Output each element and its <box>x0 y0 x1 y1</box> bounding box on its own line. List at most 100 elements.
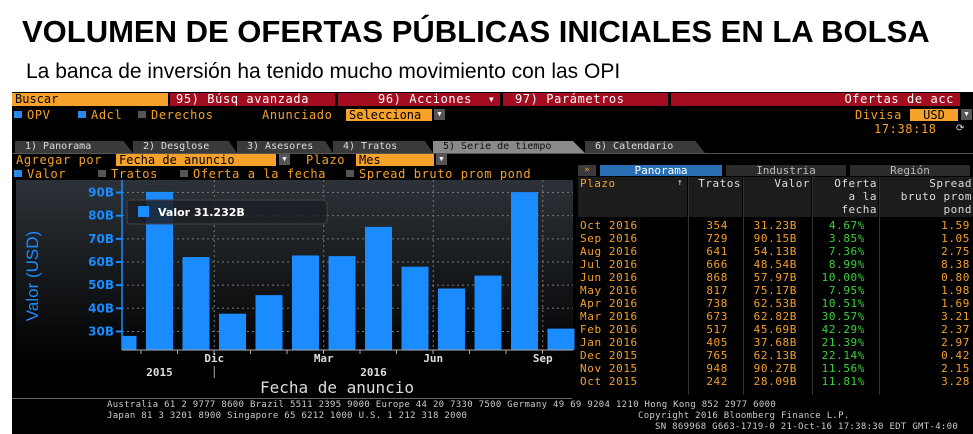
header-label: Oferta a la fecha <box>834 177 877 216</box>
table-cell: 673 <box>706 310 728 323</box>
toggle-spread[interactable]: Spread bruto prom pond <box>346 168 531 180</box>
announced-select[interactable]: Selecciona <box>346 109 432 121</box>
table-cell: 54.13B <box>753 245 797 258</box>
checkbox-checked-icon <box>14 111 22 118</box>
column-header-oferta[interactable]: Oferta a la fecha <box>813 177 878 217</box>
table-cell: 517 <box>706 323 728 336</box>
table-row[interactable]: Jun 2016 868 57.97B 10.00% 0.80 <box>578 271 973 284</box>
table-cell: 868 <box>706 271 728 284</box>
table-row[interactable]: Feb 2016 517 45.69B 42.29% 2.37 <box>578 323 973 336</box>
refresh-icon[interactable]: ⟳ <box>956 123 965 134</box>
tab-calendario[interactable]: 6) Calendario <box>585 141 705 153</box>
table-row[interactable]: Sep 2016 729 90.15B 3.85% 1.05 <box>578 232 973 245</box>
table-row[interactable]: May 2016 817 75.17B 7.95% 1.98 <box>578 284 973 297</box>
table-cell: Oct 2016 <box>580 219 638 232</box>
table-cell: 62.13B <box>753 349 797 362</box>
table-row[interactable]: Apr 2016 738 62.53B 10.51% 1.69 <box>578 297 973 310</box>
currency-select[interactable]: USD <box>910 109 958 121</box>
parameters-button[interactable]: 97) Parámetros <box>503 93 668 106</box>
chevron-down-icon[interactable]: ▼ <box>961 109 972 120</box>
bar-chart: 30B 40B 50B 60B 70B 80B 90B Dic Mar Jun Sep 2015 201… <box>16 180 575 397</box>
panel-tab-panorama[interactable]: Panorama <box>600 165 722 176</box>
legend-value: 31.232B <box>194 206 245 219</box>
x-tick-label: Mar <box>314 352 334 365</box>
toggle-oferta[interactable]: Oferta a la fecha <box>180 168 326 180</box>
panel-toggle-button[interactable]: » <box>578 165 596 176</box>
tab-tratos[interactable]: 4) Tratos <box>333 141 433 153</box>
toggle-label: Oferta a la fecha <box>193 167 327 181</box>
table-row[interactable]: Jan 2016 405 37.68B 21.39% 2.97 <box>578 336 973 349</box>
header-label: Tratos <box>698 177 741 190</box>
year-label: 2015 <box>146 366 173 379</box>
actions-label: 96) Acciones <box>378 92 472 106</box>
bar-apr-2016[interactable] <box>328 256 356 350</box>
y-tick-label: 70B <box>88 232 114 246</box>
toggle-valor[interactable]: Valor <box>14 168 66 180</box>
table-row[interactable]: Jul 2016 666 48.54B 8.99% 8.38 <box>578 258 973 271</box>
table-row[interactable]: Oct 2016 354 31.23B 4.67% 1.59 <box>578 219 973 232</box>
bar-oct-2015[interactable] <box>122 335 137 350</box>
bar-feb-2016[interactable] <box>255 295 283 350</box>
column-divider <box>743 177 744 395</box>
bar-aug-2016[interactable] <box>474 275 502 350</box>
tab-panorama[interactable]: 1) Panorama <box>15 141 133 153</box>
table-cell: 11.81% <box>821 375 865 388</box>
search-input[interactable]: Buscar <box>12 93 168 106</box>
table-cell: Jan 2016 <box>580 336 638 349</box>
table-cell: Aug 2016 <box>580 245 638 258</box>
panel-tab-region[interactable]: Región <box>850 165 970 176</box>
legend-swatch <box>138 206 149 217</box>
advanced-search-button[interactable]: 95) Búsq avanzada <box>170 93 335 106</box>
chevron-down-icon[interactable]: ▼ <box>436 154 447 165</box>
header-label: Valor <box>774 177 810 190</box>
tab-asesores[interactable]: 3) Asesores <box>237 141 333 153</box>
table-cell: Nov 2015 <box>580 362 638 375</box>
bar-jan-2016[interactable] <box>219 313 246 350</box>
table-row[interactable]: Dec 2015 765 62.13B 22.14% 0.42 <box>578 349 973 362</box>
tab-desglose[interactable]: 2) Desglose <box>133 141 237 153</box>
currency-label: Divisa <box>855 108 902 122</box>
bar-jul-2016[interactable] <box>438 288 465 350</box>
table-row[interactable]: Nov 2015 948 90.27B 11.56% 2.15 <box>578 362 973 375</box>
table-cell: 817 <box>706 284 728 297</box>
chevron-down-icon[interactable]: ▼ <box>434 109 445 120</box>
table-cell: Sep 2016 <box>580 232 638 245</box>
group-by-select[interactable]: Fecha de anuncio <box>116 154 276 166</box>
table-cell: 11.56% <box>821 362 865 375</box>
column-header-tratos[interactable]: Tratos <box>689 177 742 217</box>
table-cell: 8.99% <box>828 258 865 271</box>
bar-jun-2016[interactable] <box>401 266 429 350</box>
toggle-tratos[interactable]: Tratos <box>98 168 158 180</box>
derechos-label: Derechos <box>151 108 214 122</box>
bar-sep-2016[interactable] <box>511 192 538 350</box>
adcl-checkbox[interactable]: Adcl <box>78 109 122 121</box>
panel-tab-industria[interactable]: Industria <box>726 165 846 176</box>
column-header-plazo[interactable]: Plazo ↑ <box>578 177 687 217</box>
y-tick-label: 50B <box>88 278 114 292</box>
table-cell: 3.28 <box>941 375 970 388</box>
bar-oct-2016[interactable] <box>547 328 575 350</box>
headline-subtitle: La banca de inversión ha tenido mucho mo… <box>26 60 621 83</box>
column-header-valor[interactable]: Valor <box>744 177 811 217</box>
derechos-checkbox[interactable]: Derechos <box>138 109 214 121</box>
toggle-label: Spread bruto prom pond <box>359 167 532 181</box>
clock-time: 17:38:18 <box>874 122 937 136</box>
table-row[interactable]: Oct 2015 242 28.09B 11.81% 3.28 <box>578 375 973 388</box>
table-cell: May 2016 <box>580 284 638 297</box>
header-label: Spread bruto prom pond <box>900 177 972 216</box>
actions-button[interactable]: 96) Acciones ▾ <box>338 93 500 106</box>
chevron-down-icon[interactable]: ▼ <box>279 154 290 165</box>
column-header-spread[interactable]: Spread bruto prom pond <box>880 177 973 217</box>
bar-mar-2016[interactable] <box>292 255 319 350</box>
table-row[interactable]: Mar 2016 673 62.82B 30.57% 3.21 <box>578 310 973 323</box>
table-cell: 2.37 <box>941 323 970 336</box>
tab-serie-de-tiempo[interactable]: 5) Serie de tiempo <box>433 141 585 153</box>
legend-label: Valor <box>158 206 191 219</box>
period-select[interactable]: Mes <box>356 154 434 166</box>
toggle-label: Tratos <box>111 167 158 181</box>
bar-may-2016[interactable] <box>365 226 392 350</box>
table-row[interactable]: Aug 2016 641 54.13B 7.36% 2.75 <box>578 245 973 258</box>
bar-dec-2015[interactable] <box>182 257 210 350</box>
adcl-label: Adcl <box>91 108 123 122</box>
opv-checkbox[interactable]: OPV <box>14 109 50 121</box>
